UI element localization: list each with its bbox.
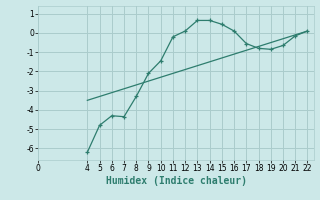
X-axis label: Humidex (Indice chaleur): Humidex (Indice chaleur) (106, 176, 246, 186)
